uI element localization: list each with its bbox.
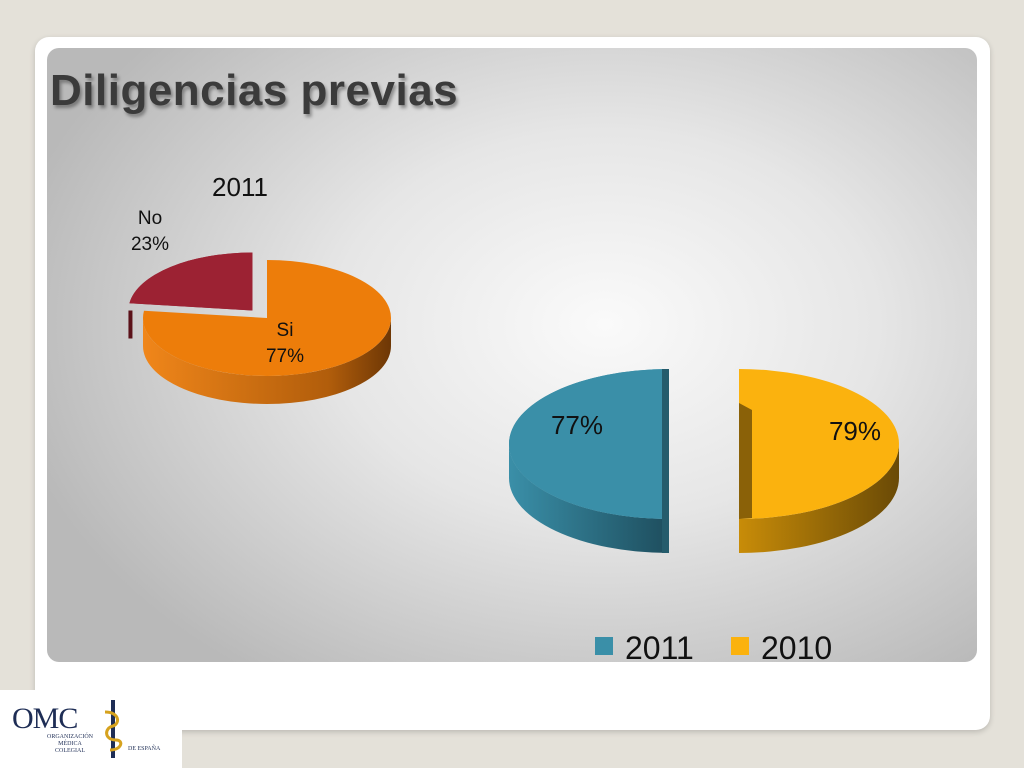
logo-line: ORGANIZACIÓN	[47, 734, 93, 740]
label-2011-pct: 77%	[551, 410, 603, 440]
caduceus-icon	[104, 700, 123, 758]
pie-slice-si	[142, 260, 391, 376]
logo-line: COLEGIAL	[55, 748, 85, 754]
pie-slice-2010-side	[739, 444, 899, 553]
legend-label-2011: 2011	[625, 630, 694, 662]
label-si-name: Si	[277, 320, 294, 341]
legend-swatch-2011	[595, 637, 613, 655]
logo-subtitle: ORGANIZACIÓN MÉDICA COLEGIAL	[40, 734, 100, 755]
content-panel: Diligencias previas 2011 No 23% Si 77% 77% 79…	[47, 48, 977, 662]
logo-text: OMC	[12, 702, 78, 735]
pie-chart-comparison: 77% 79% 2011 2010	[509, 369, 899, 662]
pie-chart-2011: 2011 No 23% Si 77%	[128, 172, 391, 404]
label-no-pct: 23%	[131, 234, 169, 255]
label-si-pct: 77%	[266, 346, 304, 367]
legend-swatch-2010	[731, 637, 749, 655]
slide-title: Diligencias previas	[50, 66, 459, 115]
pie-slice-no-edge	[128, 310, 133, 339]
pie-slice-si-side	[143, 318, 391, 404]
label-2010-pct: 79%	[829, 416, 881, 446]
pie-slice-2011-edge	[662, 369, 669, 553]
legend-label-2010: 2010	[761, 630, 832, 662]
logo-line: MÉDICA	[58, 741, 82, 747]
omc-logo: OMC ORGANIZACIÓN MÉDICA COLEGIAL DE ESPA…	[0, 690, 182, 768]
charts-svg: 2011 No 23% Si 77% 77% 79% 2011 2010	[128, 172, 899, 662]
label-no-name: No	[138, 208, 162, 229]
pie-slice-2011-side	[509, 444, 669, 553]
pie-slice-2010	[739, 369, 899, 519]
chart-title-2011: 2011	[212, 172, 268, 202]
logo-tail: DE ESPAÑA	[128, 746, 161, 752]
pie-slice-2010-edge	[739, 369, 752, 519]
pie-slice-no-top	[129, 252, 253, 311]
chart-legend: 2011 2010	[595, 630, 832, 662]
pie-slice-2011-top	[509, 369, 669, 519]
